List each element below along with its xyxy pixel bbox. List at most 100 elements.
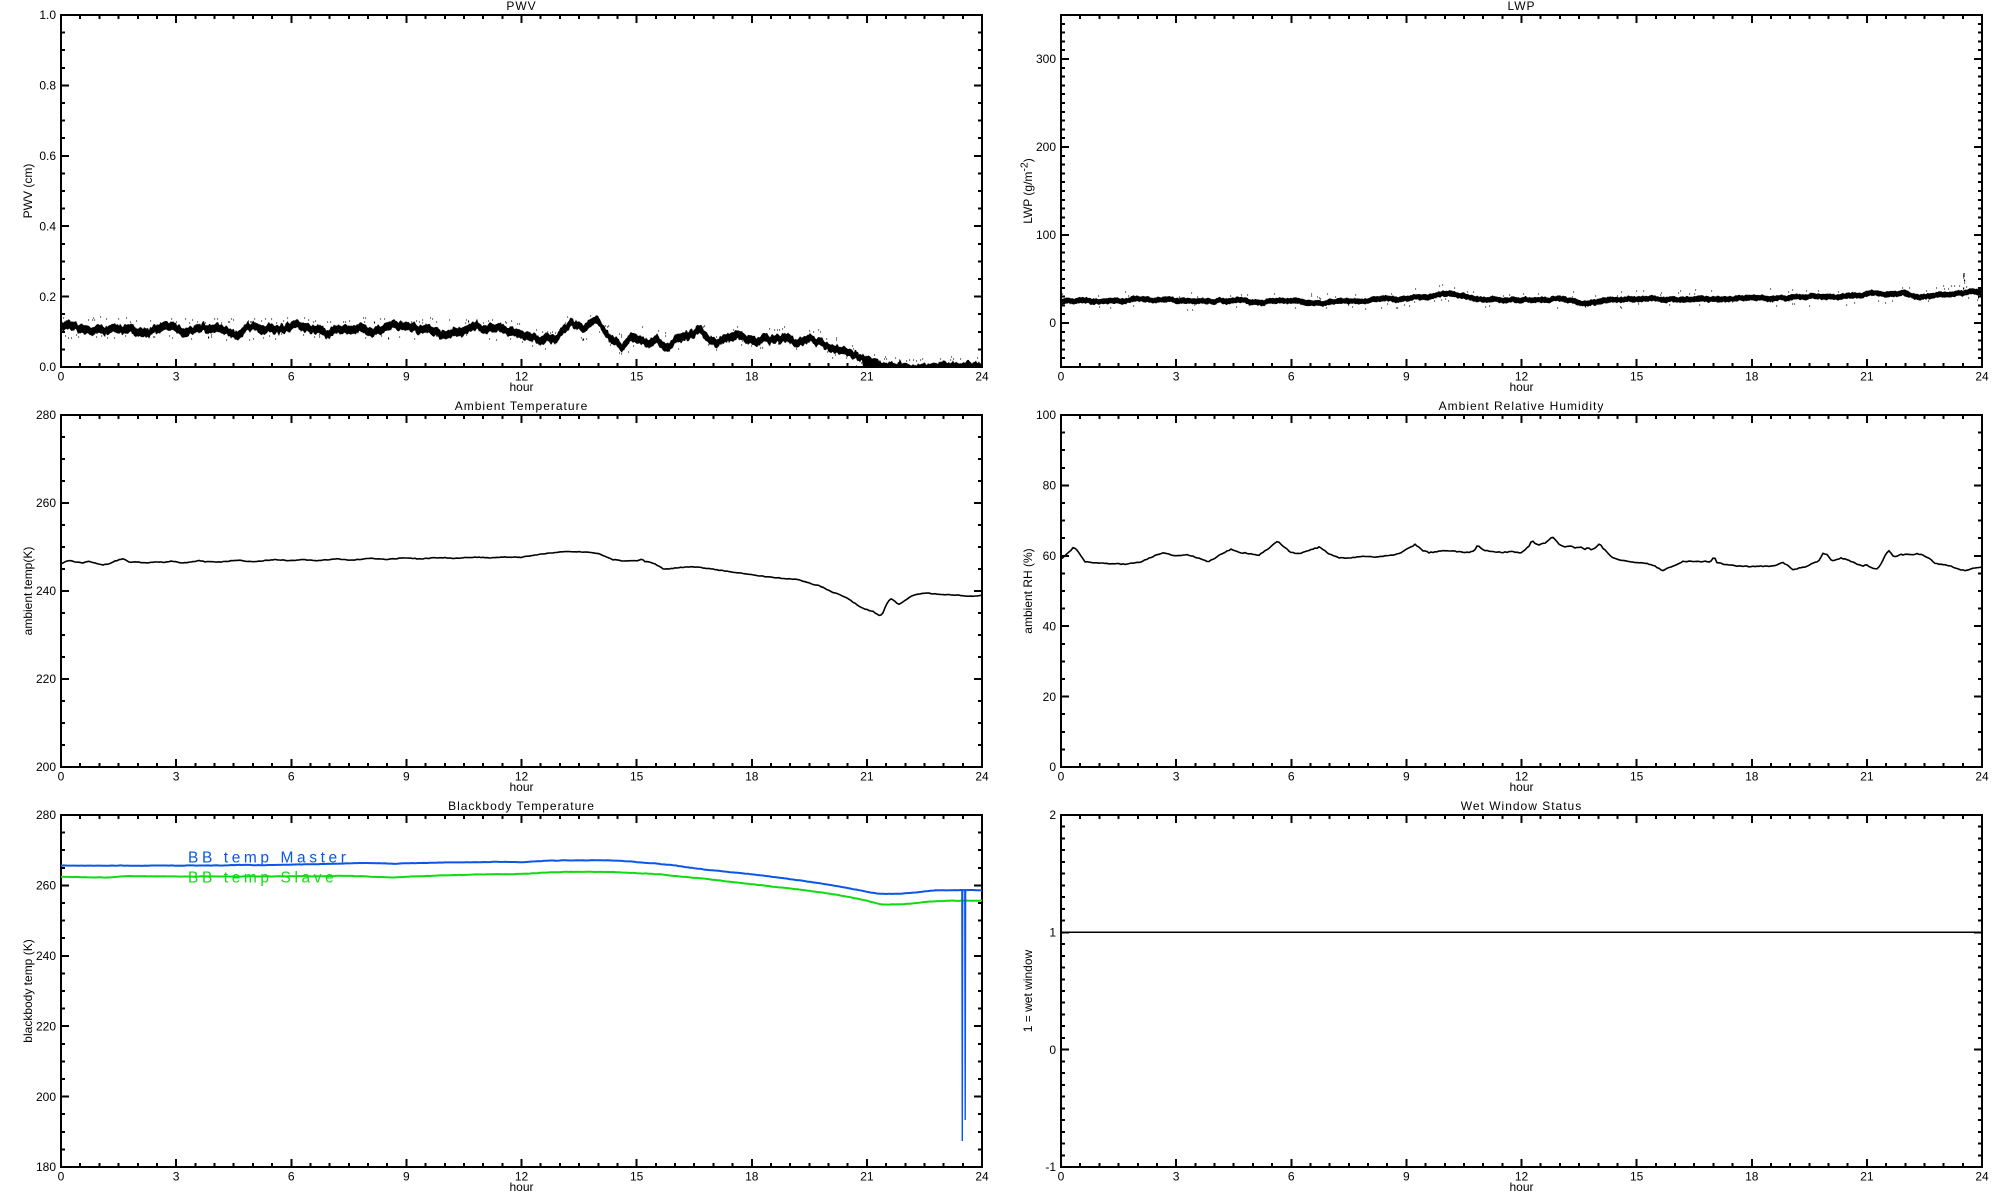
svg-text:3: 3 <box>1173 1170 1180 1184</box>
svg-text:1 = wet window: 1 = wet window <box>1021 949 1035 1032</box>
svg-text:0.4: 0.4 <box>39 219 56 233</box>
svg-text:18: 18 <box>745 770 759 784</box>
svg-text:280: 280 <box>36 808 56 822</box>
svg-text:3: 3 <box>173 370 180 384</box>
svg-text:220: 220 <box>36 1019 56 1033</box>
svg-text:280: 280 <box>36 408 56 422</box>
svg-text:12: 12 <box>1515 1170 1529 1184</box>
svg-text:1.0: 1.0 <box>39 8 56 22</box>
svg-text:PWV (cm): PWV (cm) <box>21 164 35 219</box>
svg-text:260: 260 <box>36 879 56 893</box>
svg-text:20: 20 <box>1043 690 1057 704</box>
svg-text:21: 21 <box>860 370 874 384</box>
svg-text:6: 6 <box>288 370 295 384</box>
svg-text:ambient RH (%): ambient RH (%) <box>1021 548 1035 633</box>
svg-text:12: 12 <box>515 370 529 384</box>
svg-text:18: 18 <box>1745 1170 1759 1184</box>
svg-text:260: 260 <box>36 496 56 510</box>
svg-text:hour: hour <box>509 380 533 394</box>
svg-text:24: 24 <box>1975 1170 1989 1184</box>
svg-text:hour: hour <box>1509 780 1533 794</box>
svg-text:Ambient Relative Humidity: Ambient Relative Humidity <box>1439 399 1605 413</box>
svg-text:24: 24 <box>975 370 989 384</box>
svg-text:21: 21 <box>860 1170 874 1184</box>
svg-text:Blackbody Temperature: Blackbody Temperature <box>448 799 595 813</box>
svg-text:180: 180 <box>36 1160 56 1174</box>
svg-text:0: 0 <box>58 370 65 384</box>
svg-text:24: 24 <box>1975 770 1989 784</box>
svg-text:9: 9 <box>403 770 410 784</box>
svg-text:220: 220 <box>36 672 56 686</box>
svg-text:12: 12 <box>515 770 529 784</box>
svg-text:21: 21 <box>860 770 874 784</box>
svg-text:9: 9 <box>1403 370 1410 384</box>
svg-text:blackbody temp (K): blackbody temp (K) <box>21 939 35 1042</box>
svg-text:100: 100 <box>1036 228 1056 242</box>
svg-text:Ambient Temperature: Ambient Temperature <box>455 399 589 413</box>
svg-text:LWP: LWP <box>1507 0 1535 13</box>
svg-text:3: 3 <box>1173 370 1180 384</box>
svg-text:15: 15 <box>630 770 644 784</box>
svg-text:0.6: 0.6 <box>39 149 56 163</box>
svg-text:200: 200 <box>1036 140 1056 154</box>
svg-text:200: 200 <box>36 760 56 774</box>
svg-text:21: 21 <box>1860 770 1874 784</box>
svg-text:6: 6 <box>1288 770 1295 784</box>
svg-text:12: 12 <box>515 1170 529 1184</box>
svg-text:9: 9 <box>1403 1170 1410 1184</box>
svg-text:ambient temp(K): ambient temp(K) <box>21 547 35 636</box>
svg-text:6: 6 <box>288 770 295 784</box>
svg-text:240: 240 <box>36 584 56 598</box>
svg-text:3: 3 <box>173 1170 180 1184</box>
svg-text:15: 15 <box>630 1170 644 1184</box>
svg-text:9: 9 <box>1403 770 1410 784</box>
svg-text:6: 6 <box>288 1170 295 1184</box>
svg-text:40: 40 <box>1043 619 1057 633</box>
svg-text:15: 15 <box>1630 770 1644 784</box>
svg-text:BB temp Master: BB temp Master <box>188 850 350 867</box>
svg-text:15: 15 <box>1630 370 1644 384</box>
svg-text:BB temp Slave: BB temp Slave <box>188 870 337 887</box>
svg-text:6: 6 <box>1288 370 1295 384</box>
svg-text:24: 24 <box>1975 370 1989 384</box>
svg-text:15: 15 <box>630 370 644 384</box>
svg-text:-1: -1 <box>1045 1160 1056 1174</box>
svg-text:24: 24 <box>975 1170 989 1184</box>
svg-text:240: 240 <box>36 949 56 963</box>
svg-text:0: 0 <box>1049 1043 1056 1057</box>
svg-text:0: 0 <box>1058 770 1065 784</box>
svg-text:18: 18 <box>1745 770 1759 784</box>
svg-text:80: 80 <box>1043 479 1057 493</box>
svg-text:18: 18 <box>745 370 759 384</box>
svg-text:0.0: 0.0 <box>39 360 56 374</box>
svg-text:2: 2 <box>1049 808 1056 822</box>
svg-text:12: 12 <box>1515 370 1529 384</box>
svg-text:LWP (g/m-2): LWP (g/m-2) <box>1019 158 1036 224</box>
svg-text:Wet Window Status: Wet Window Status <box>1461 799 1582 813</box>
svg-text:15: 15 <box>1630 1170 1644 1184</box>
svg-text:0.8: 0.8 <box>39 79 56 93</box>
svg-text:0: 0 <box>1058 370 1065 384</box>
svg-text:0.2: 0.2 <box>39 290 56 304</box>
svg-text:24: 24 <box>975 770 989 784</box>
svg-text:100: 100 <box>1036 408 1056 422</box>
svg-text:21: 21 <box>1860 1170 1874 1184</box>
svg-text:hour: hour <box>1509 380 1533 394</box>
svg-text:3: 3 <box>173 770 180 784</box>
svg-text:12: 12 <box>1515 770 1529 784</box>
svg-text:hour: hour <box>1509 1180 1533 1194</box>
svg-text:60: 60 <box>1043 549 1057 563</box>
svg-text:9: 9 <box>403 1170 410 1184</box>
svg-text:6: 6 <box>1288 1170 1295 1184</box>
svg-text:300: 300 <box>1036 52 1056 66</box>
svg-text:0: 0 <box>58 770 65 784</box>
svg-text:3: 3 <box>1173 770 1180 784</box>
svg-text:hour: hour <box>509 1180 533 1194</box>
svg-text:200: 200 <box>36 1090 56 1104</box>
svg-text:0: 0 <box>1049 760 1056 774</box>
svg-text:21: 21 <box>1860 370 1874 384</box>
svg-text:18: 18 <box>1745 370 1759 384</box>
svg-text:1: 1 <box>1049 926 1056 940</box>
svg-text:0: 0 <box>1058 1170 1065 1184</box>
svg-text:9: 9 <box>403 370 410 384</box>
